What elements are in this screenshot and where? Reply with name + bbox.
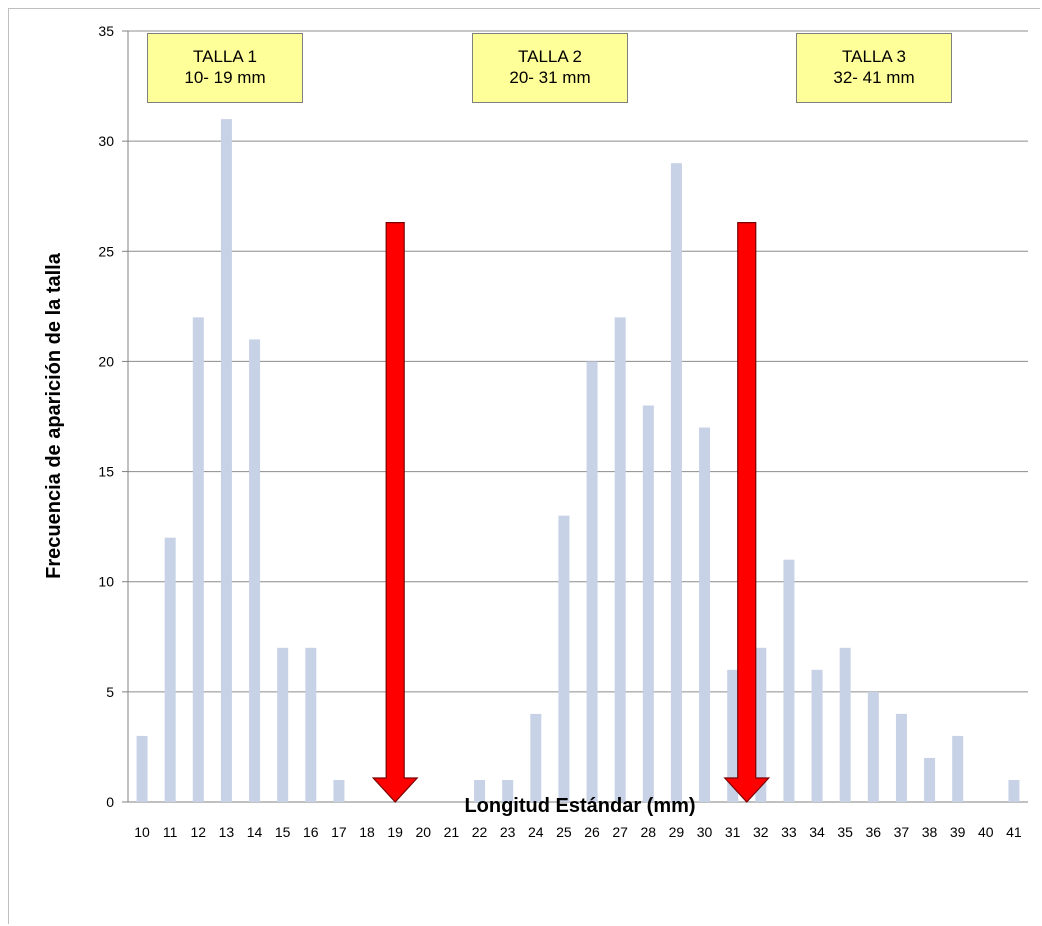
x-tick-label: 15 (275, 824, 291, 840)
bar-22 (474, 779, 486, 802)
annotation-talla-1-line2: 10- 19 mm (184, 68, 266, 87)
y-tick-label: 25 (98, 243, 114, 259)
y-tick-label: 30 (98, 133, 114, 149)
x-tick-label: 23 (500, 824, 516, 840)
x-axis-title: Longitud Estándar (mm) (464, 795, 695, 817)
bar-35 (839, 647, 851, 802)
bar-28 (642, 405, 654, 802)
y-axis-title: Frecuencia de aparición de la talla (43, 252, 65, 579)
bar-11 (164, 537, 176, 802)
bar-33 (783, 559, 795, 802)
y-tick-label: 35 (98, 23, 114, 39)
annotation-talla-3-line1: TALLA 3 (842, 47, 906, 66)
arrow-1 (371, 222, 419, 803)
x-tick-label: 14 (247, 824, 263, 840)
bar-17 (333, 779, 345, 802)
x-tick-label: 35 (837, 824, 853, 840)
x-tick-label: 22 (472, 824, 488, 840)
bar-36 (867, 691, 879, 802)
x-tick-label: 27 (612, 824, 628, 840)
x-tick-label: 37 (894, 824, 910, 840)
bar-12 (192, 317, 204, 802)
y-tick-label: 0 (106, 794, 114, 810)
x-tick-label: 21 (444, 824, 460, 840)
y-tick-label: 10 (98, 574, 114, 590)
x-tick-label: 38 (922, 824, 938, 840)
x-tick-label: 33 (781, 824, 797, 840)
arrows (371, 222, 771, 803)
bar-10 (136, 735, 148, 802)
bar-16 (305, 647, 317, 802)
x-tick-label: 31 (725, 824, 741, 840)
annotation-talla-2: TALLA 2 20- 31 mm (472, 33, 628, 103)
bar-34 (811, 669, 823, 802)
x-tick-label: 13 (219, 824, 235, 840)
bar-37 (895, 713, 907, 802)
x-tick-label: 41 (1006, 824, 1022, 840)
gridlines (122, 30, 1028, 803)
x-tick-label: 39 (950, 824, 966, 840)
bar-26 (586, 361, 598, 802)
bar-13 (220, 119, 232, 803)
annotation-talla-2-line2: 20- 31 mm (509, 68, 591, 87)
bar-31 (727, 669, 739, 802)
x-tick-label: 11 (163, 824, 178, 840)
x-tick-label: 28 (641, 824, 657, 840)
bar-27 (614, 317, 626, 802)
bar-39 (952, 735, 964, 802)
x-tick-label: 20 (416, 824, 432, 840)
y-tick-label: 5 (106, 684, 114, 700)
x-tick-label: 19 (387, 824, 403, 840)
x-tick-label: 16 (303, 824, 319, 840)
bar-32 (755, 647, 767, 802)
x-tick-label: 34 (809, 824, 825, 840)
annotation-talla-3: TALLA 3 32- 41 mm (796, 33, 952, 103)
annotation-talla-1-line1: TALLA 1 (193, 47, 257, 66)
x-tick-label: 12 (191, 824, 207, 840)
bar-41 (1008, 779, 1020, 802)
x-tick-label: 30 (697, 824, 713, 840)
x-tick-labels: 10 11 12 13 14 15 16 17 18 19 20 21 22 23 24 25 26 27 28 29… (134, 824, 1022, 840)
x-tick-label: 26 (584, 824, 600, 840)
y-tick-label: 15 (98, 464, 114, 480)
x-tick-label: 36 (866, 824, 882, 840)
annotation-talla-1: TALLA 1 10- 19 mm (147, 33, 303, 103)
x-tick-label: 24 (528, 824, 544, 840)
bar-14 (249, 339, 261, 802)
x-tick-label: 40 (978, 824, 994, 840)
bars (136, 119, 1020, 803)
annotation-talla-2-line1: TALLA 2 (518, 47, 582, 66)
chart-frame (8, 8, 1040, 924)
x-tick-label: 32 (753, 824, 769, 840)
bar-25 (558, 515, 570, 802)
x-tick-label: 18 (359, 824, 375, 840)
y-tick-label: 20 (98, 353, 114, 369)
bar-38 (924, 757, 936, 802)
y-tick-labels: 0 5 10 15 20 25 30 35 (98, 23, 114, 810)
x-tick-label: 29 (669, 824, 685, 840)
arrow-2 (723, 222, 771, 803)
x-tick-label: 17 (331, 824, 347, 840)
bar-29 (670, 163, 682, 802)
annotation-talla-3-line2: 32- 41 mm (833, 68, 915, 87)
x-tick-label: 25 (556, 824, 572, 840)
bar-30 (699, 427, 711, 802)
x-tick-label: 10 (134, 824, 150, 840)
bar-23 (502, 779, 514, 802)
bar-15 (277, 647, 289, 802)
bar-24 (530, 713, 542, 802)
